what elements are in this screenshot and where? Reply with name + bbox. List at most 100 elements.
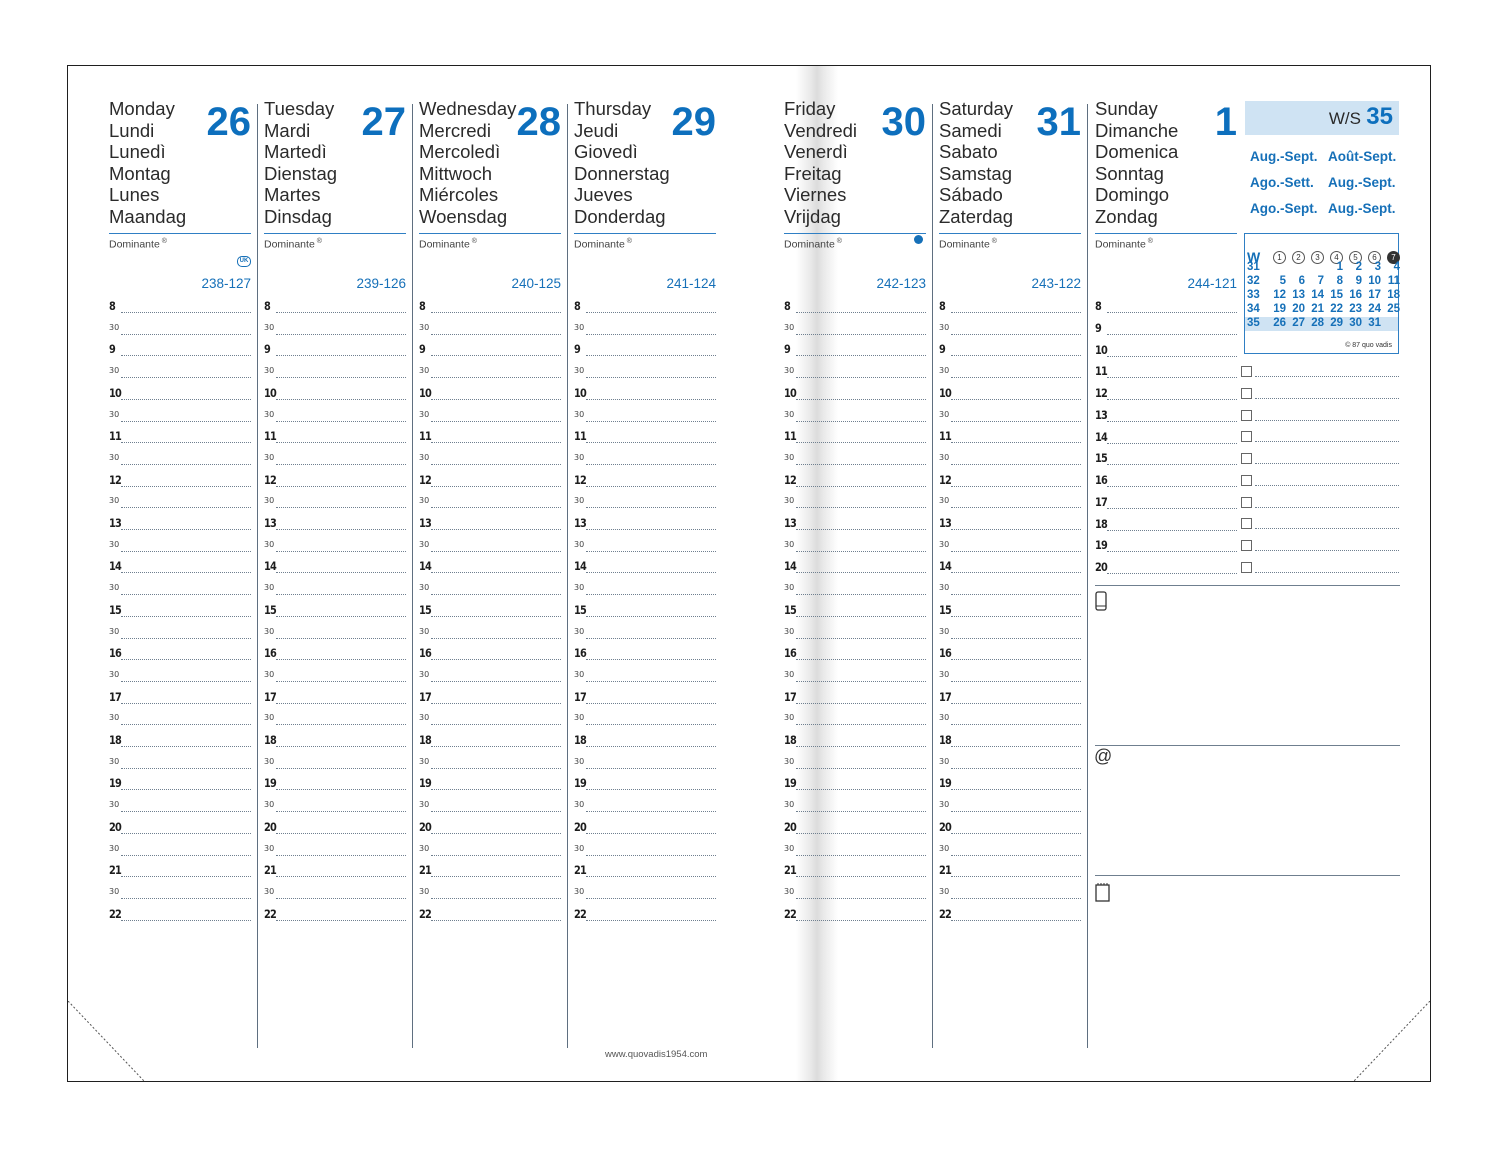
time-slot-line[interactable]: 30 (109, 887, 251, 899)
time-slot-line[interactable]: 30 (574, 887, 716, 899)
time-slot-line[interactable]: 13 (109, 517, 251, 530)
time-slot-line[interactable]: 18 (939, 734, 1081, 747)
mini-day[interactable]: 17 (1368, 289, 1381, 301)
time-slot-line[interactable]: 30 (784, 887, 926, 899)
time-slot-line[interactable]: 30 (784, 540, 926, 552)
time-slot-line[interactable]: 30 (419, 757, 561, 769)
time-slot-line[interactable]: 20 (574, 821, 716, 834)
time-slot-line[interactable]: 30 (109, 410, 251, 422)
time-slot-line[interactable]: 30 (784, 757, 926, 769)
time-slot-line[interactable]: 20 (264, 821, 406, 834)
time-slot-line[interactable]: 30 (419, 366, 561, 379)
time-slot-line[interactable]: 13 (264, 517, 406, 530)
time-slot-line[interactable]: 30 (264, 887, 406, 899)
time-slot-line[interactable]: 16 (939, 647, 1081, 661)
time-slot-line[interactable]: 30 (939, 410, 1081, 422)
time-slot-line[interactable]: 17 (784, 691, 926, 704)
time-slot-line[interactable]: 30 (109, 844, 251, 856)
sunday-hour-line[interactable]: 10 (1095, 344, 1237, 357)
sunday-hour-line[interactable]: 9 (1095, 322, 1237, 335)
time-slot-line[interactable]: 15 (264, 604, 406, 617)
mini-day[interactable]: 15 (1330, 289, 1343, 301)
time-slot-line[interactable]: 30 (784, 323, 926, 335)
time-slot-line[interactable]: 18 (574, 734, 716, 747)
time-slot-line[interactable]: 14 (109, 560, 251, 574)
mini-day[interactable]: 1 (1336, 261, 1343, 273)
time-slot-line[interactable]: 15 (939, 604, 1081, 617)
time-slot-line[interactable]: 11 (939, 430, 1081, 444)
time-slot-line[interactable]: 30 (109, 540, 251, 552)
time-slot-line[interactable]: 30 (419, 670, 561, 682)
time-slot-line[interactable]: 10 (419, 387, 561, 400)
time-slot-line[interactable]: 16 (109, 647, 251, 661)
time-slot-line[interactable]: 30 (574, 453, 716, 465)
sunday-hour-line[interactable]: 13 (1095, 409, 1237, 422)
time-slot-line[interactable]: 19 (784, 777, 926, 791)
mini-day[interactable]: 30 (1349, 317, 1362, 329)
checkbox[interactable] (1241, 453, 1252, 464)
time-slot-line[interactable]: 30 (109, 713, 251, 726)
time-slot-line[interactable]: 10 (264, 387, 406, 400)
time-slot-line[interactable]: 20 (419, 821, 561, 834)
time-slot-line[interactable]: 30 (109, 366, 251, 379)
mini-day[interactable]: 20 (1292, 303, 1305, 315)
time-slot-line[interactable]: 21 (264, 864, 406, 878)
time-slot-line[interactable]: 18 (109, 734, 251, 747)
time-slot-line[interactable]: 15 (419, 604, 561, 617)
time-slot-line[interactable]: 22 (784, 908, 926, 921)
checkbox[interactable] (1241, 540, 1252, 551)
time-slot-line[interactable]: 16 (784, 647, 926, 661)
mini-day[interactable]: 12 (1273, 289, 1286, 301)
checkbox[interactable] (1241, 561, 1252, 573)
time-slot-line[interactable]: 30 (264, 844, 406, 856)
time-slot-line[interactable]: 30 (939, 757, 1081, 769)
time-slot-line[interactable]: 22 (419, 908, 561, 921)
mini-day[interactable]: 31 (1368, 317, 1381, 329)
mini-day[interactable]: 8 (1336, 275, 1343, 287)
time-slot-line[interactable]: 30 (784, 627, 926, 639)
time-slot-line[interactable]: 30 (574, 670, 716, 682)
time-slot-line[interactable]: 14 (574, 560, 716, 574)
time-slot-line[interactable]: 30 (419, 844, 561, 856)
time-slot-line[interactable]: 8 (419, 300, 561, 313)
time-slot-line[interactable]: 30 (939, 540, 1081, 552)
mini-day[interactable]: 21 (1311, 303, 1324, 315)
time-slot-line[interactable]: 9 (109, 343, 251, 357)
time-slot-line[interactable]: 30 (264, 410, 406, 422)
mini-day[interactable]: 23 (1349, 303, 1362, 315)
mini-day[interactable]: 22 (1330, 303, 1343, 315)
time-slot-line[interactable]: 11 (784, 430, 926, 444)
time-slot-line[interactable]: 30 (264, 583, 406, 596)
checkbox[interactable] (1241, 366, 1252, 377)
checkbox[interactable] (1241, 474, 1252, 486)
time-slot-line[interactable]: 8 (574, 300, 716, 313)
time-slot-line[interactable]: 30 (264, 496, 406, 509)
time-slot-line[interactable]: 22 (264, 908, 406, 921)
time-slot-line[interactable]: 30 (939, 627, 1081, 639)
time-slot-line[interactable]: 30 (574, 757, 716, 769)
time-slot-line[interactable]: 15 (574, 604, 716, 617)
sunday-hour-line[interactable]: 15 (1095, 452, 1237, 466)
time-slot-line[interactable]: 30 (939, 323, 1081, 335)
time-slot-line[interactable]: 30 (419, 583, 561, 596)
time-slot-line[interactable]: 20 (939, 821, 1081, 834)
time-slot-line[interactable]: 30 (264, 757, 406, 769)
time-slot-line[interactable]: 8 (939, 300, 1081, 313)
time-slot-line[interactable]: 19 (109, 777, 251, 791)
time-slot-line[interactable]: 10 (939, 387, 1081, 400)
time-slot-line[interactable]: 30 (419, 627, 561, 639)
time-slot-line[interactable]: 30 (939, 887, 1081, 899)
time-slot-line[interactable]: 14 (784, 560, 926, 574)
time-slot-line[interactable]: 30 (939, 496, 1081, 509)
time-slot-line[interactable]: 30 (419, 410, 561, 422)
mini-day[interactable]: 11 (1387, 275, 1400, 287)
time-slot-line[interactable]: 14 (419, 560, 561, 574)
time-slot-line[interactable]: 30 (784, 496, 926, 509)
time-slot-line[interactable]: 30 (264, 323, 406, 335)
mini-day[interactable]: 5 (1279, 275, 1286, 287)
time-slot-line[interactable]: 30 (109, 800, 251, 813)
time-slot-line[interactable]: 30 (574, 366, 716, 379)
time-slot-line[interactable]: 12 (784, 474, 926, 487)
time-slot-line[interactable]: 30 (264, 540, 406, 552)
time-slot-line[interactable]: 18 (419, 734, 561, 747)
